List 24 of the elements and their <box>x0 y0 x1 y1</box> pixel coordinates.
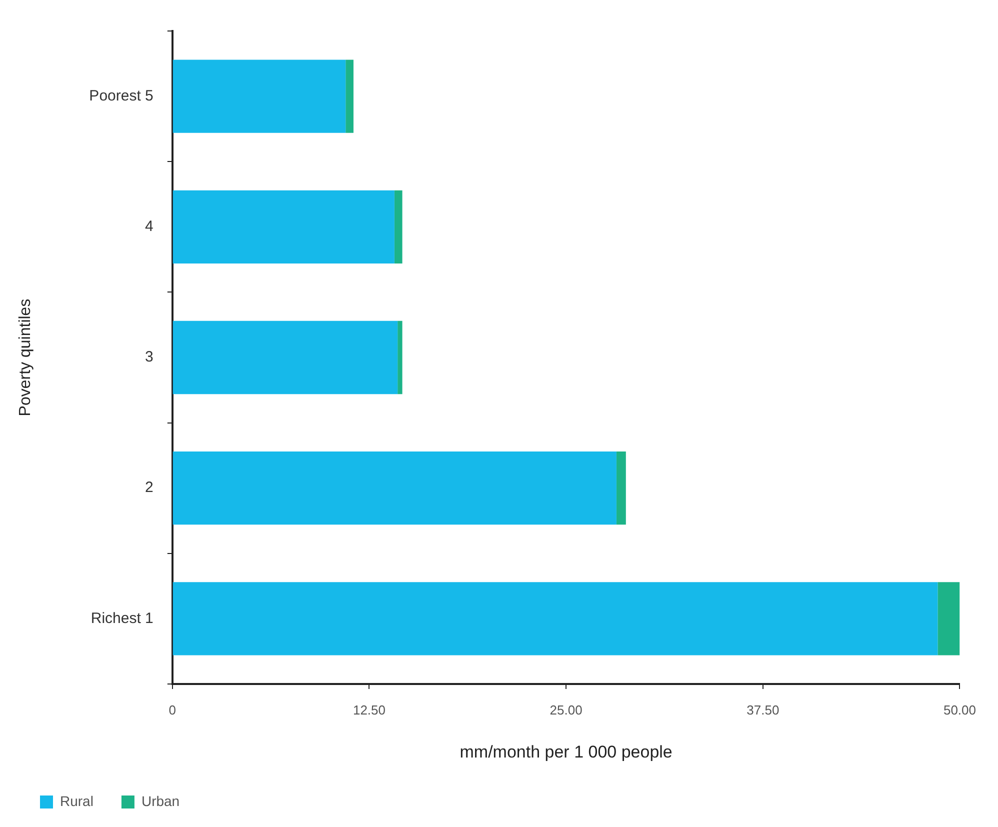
bar <box>172 320 398 394</box>
y-tick-label: 2 <box>145 479 154 496</box>
legend-label: Rural <box>60 792 94 809</box>
x-tick-label: 0 <box>168 702 176 718</box>
y-tick-label: Richest 1 <box>90 610 154 627</box>
bar <box>394 190 402 264</box>
bar <box>172 582 938 656</box>
bar <box>346 60 354 133</box>
bar <box>938 582 960 656</box>
bar <box>172 452 616 525</box>
bar <box>172 190 394 264</box>
x-axis-title: mm/month per 1 000 people <box>460 742 672 762</box>
x-tick-label: 50.00 <box>943 702 976 718</box>
bar <box>172 60 346 133</box>
y-axis-title: Poverty quintiles <box>17 298 34 416</box>
x-tick-label: 37.50 <box>746 702 780 718</box>
legend-label: Urban <box>141 792 180 809</box>
y-tick-label: Poorest 5 <box>89 87 154 104</box>
bar <box>616 452 626 525</box>
x-tick-label: 25.00 <box>550 702 582 718</box>
x-tick-label: 12.50 <box>352 702 386 718</box>
bar <box>398 320 402 394</box>
y-tick-label: 3 <box>145 348 154 366</box>
y-tick-label: 4 <box>145 218 154 236</box>
